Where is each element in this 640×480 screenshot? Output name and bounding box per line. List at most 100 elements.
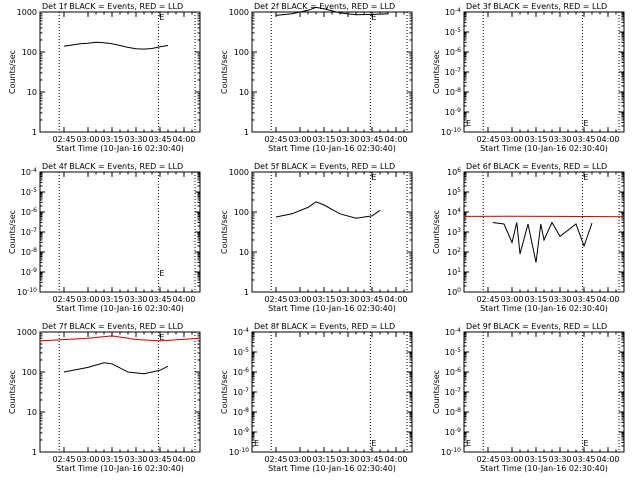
panel-title: Det 4f BLACK = Events, RED = LLD — [42, 162, 183, 171]
x-tick-label: 02:45 — [476, 135, 499, 144]
y-axis-label: Counts/sec — [8, 50, 17, 94]
y-tick-label: 10-10 — [17, 287, 37, 297]
x-axis-label: Start Time (10-Jan-16 02:30:40) — [268, 304, 396, 313]
x-tick-label: 03:00 — [288, 455, 311, 464]
x-tick-label: 03:30 — [548, 455, 571, 464]
y-tick-label: 1000 — [17, 328, 37, 337]
y-tick-label: 100 — [447, 287, 461, 297]
e-marker: E — [466, 439, 471, 448]
plot-frame — [39, 171, 201, 293]
y-tick-label: 10-6 — [445, 367, 461, 377]
e-marker: E — [583, 173, 588, 182]
x-tick-label: 03:45 — [148, 135, 171, 144]
panel-title: Det 7f BLACK = Events, RED = LLD — [42, 322, 183, 331]
y-tick-label: 10-5 — [233, 347, 249, 357]
panel-title: Det 2f BLACK = Events, RED = LLD — [254, 2, 395, 11]
x-tick-label: 02:45 — [52, 135, 75, 144]
x-tick-label: 03:45 — [148, 455, 171, 464]
x-tick-label: 03:00 — [500, 135, 523, 144]
panel-3: Det 3f BLACK = Events, RED = LLD 10-4 10-5… — [432, 2, 625, 153]
plot-frame — [251, 171, 413, 293]
x-tick-label: 04:00 — [596, 295, 619, 304]
x-tick-label: 03:45 — [148, 295, 171, 304]
x-tick-label: 02:45 — [264, 455, 287, 464]
x-tick-label: 04:00 — [172, 135, 195, 144]
x-tick-label: 04:00 — [172, 455, 195, 464]
x-tick-label: 03:30 — [336, 135, 359, 144]
y-tick-label: 10 — [239, 88, 249, 97]
x-tick-label: 03:00 — [288, 135, 311, 144]
y-tick-label: 10-6 — [445, 47, 461, 57]
x-axis-label: Start Time (10-Jan-16 02:30:40) — [268, 464, 396, 473]
y-tick-label: 10-9 — [21, 267, 37, 277]
x-tick-label: 03:45 — [360, 455, 383, 464]
y-tick-label: 100 — [234, 208, 249, 217]
y-tick-label: 10-8 — [21, 247, 37, 257]
x-tick-label: 02:45 — [264, 135, 287, 144]
y-axis-label: Counts/sec — [220, 50, 229, 94]
x-tick-label: 04:00 — [384, 295, 407, 304]
x-tick-label: 03:15 — [524, 455, 547, 464]
y-tick-label: 102 — [447, 247, 461, 257]
x-tick-label: 03:00 — [76, 455, 99, 464]
e-marker: E — [466, 119, 471, 128]
y-tick-label: 10-7 — [21, 227, 37, 237]
events-series — [63, 362, 169, 375]
x-tick-label: 02:45 — [476, 455, 499, 464]
x-tick-label: 03:15 — [100, 135, 123, 144]
y-tick-label: 1 — [244, 288, 249, 297]
x-tick-label: 02:45 — [52, 455, 75, 464]
events-series — [275, 6, 389, 16]
e-marker: E — [159, 333, 164, 342]
y-tick-label: 10 — [27, 88, 37, 97]
e-marker: E — [371, 173, 376, 182]
panel-4: Det 4f BLACK = Events, RED = LLD 10-4 10-5… — [8, 162, 201, 313]
panel-9: Det 9f BLACK = Events, RED = LLD 10-4 10-5… — [432, 322, 625, 473]
y-tick-label: 10-5 — [21, 187, 37, 197]
y-tick-label: 1000 — [229, 8, 249, 17]
y-tick-label: 10-6 — [21, 207, 37, 217]
x-tick-label: 03:15 — [312, 295, 335, 304]
x-tick-label: 02:45 — [476, 295, 499, 304]
y-tick-label: 100 — [22, 368, 37, 377]
panel-title: Det 6f BLACK = Events, RED = LLD — [466, 162, 607, 171]
y-tick-label: 10-9 — [445, 427, 461, 437]
e-marker: E — [159, 13, 164, 22]
y-tick-label: 10-7 — [445, 387, 461, 397]
x-tick-label: 04:00 — [384, 455, 407, 464]
y-tick-label: 103 — [447, 227, 461, 237]
panel-7: Det 7f BLACK = Events, RED = LLD 1000 100 1… — [8, 322, 201, 473]
y-axis-label: Counts/sec — [432, 370, 441, 414]
panel-6: Det 6f BLACK = Events, RED = LLD 106 105 10… — [432, 162, 625, 313]
y-axis-label: Counts/sec — [8, 210, 17, 254]
plot-frame — [463, 331, 625, 453]
x-axis-label: Start Time (10-Jan-16 02:30:40) — [480, 464, 608, 473]
x-tick-label: 03:00 — [500, 455, 523, 464]
lld-series — [39, 335, 201, 342]
x-tick-label: 02:45 — [264, 295, 287, 304]
y-tick-label: 10-5 — [445, 347, 461, 357]
lld-series — [463, 215, 625, 218]
y-tick-label: 106 — [447, 167, 461, 177]
e-marker: E — [583, 439, 588, 448]
panel-2: Det 2f BLACK = Events, RED = LLD 1000 100 1… — [220, 2, 413, 153]
y-tick-label: 10 — [239, 248, 249, 257]
x-tick-label: 03:15 — [100, 455, 123, 464]
x-tick-label: 03:15 — [312, 135, 335, 144]
x-tick-label: 03:00 — [76, 135, 99, 144]
x-tick-label: 03:30 — [548, 135, 571, 144]
e-marker: E — [583, 119, 588, 128]
x-tick-label: 03:30 — [548, 295, 571, 304]
e-marker: E — [254, 439, 259, 448]
x-tick-label: 04:00 — [172, 295, 195, 304]
x-tick-label: 03:00 — [288, 295, 311, 304]
y-tick-label: 10-5 — [445, 27, 461, 37]
y-tick-label: 10-4 — [445, 327, 461, 337]
plot-frame — [463, 171, 625, 293]
x-axis-label: Start Time (10-Jan-16 02:30:40) — [480, 144, 608, 153]
y-tick-label: 104 — [447, 207, 461, 217]
x-tick-label: 03:00 — [500, 295, 523, 304]
x-tick-label: 03:30 — [336, 295, 359, 304]
e-marker: E — [371, 439, 376, 448]
